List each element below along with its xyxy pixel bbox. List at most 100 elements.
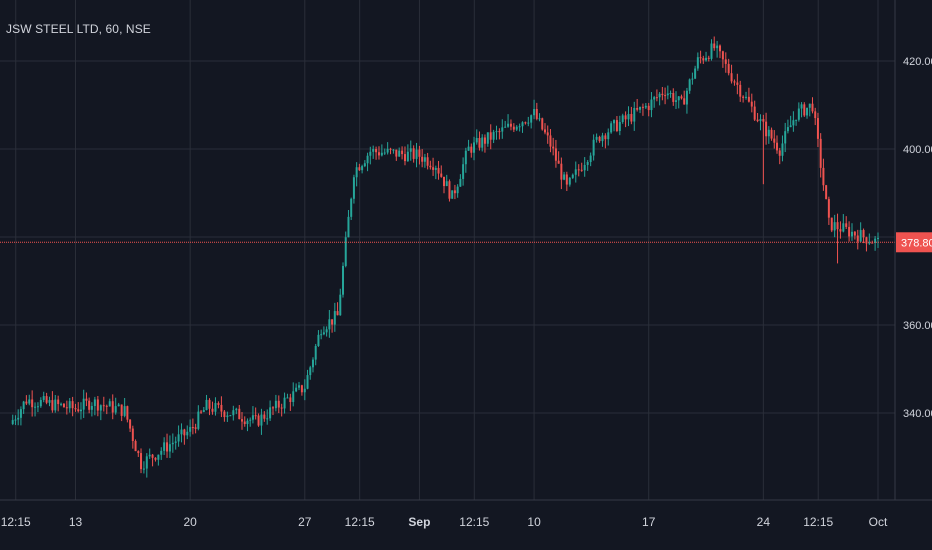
candle-body [865, 237, 868, 244]
candle-body [515, 126, 518, 130]
candle-body [842, 223, 845, 232]
candle-body [459, 178, 462, 187]
candle-body [702, 58, 705, 61]
candle-body [111, 401, 114, 413]
candle-body [727, 63, 730, 74]
candle-body [554, 148, 557, 161]
candle-body [586, 161, 589, 165]
candle-body [467, 146, 470, 151]
candle-body [683, 98, 686, 105]
candle-body [65, 407, 68, 409]
candle-body [808, 103, 811, 108]
candle-body [795, 119, 798, 121]
candle-body [781, 143, 784, 156]
candle-body [580, 169, 583, 171]
candle-body [211, 408, 214, 412]
x-tick-label: 17 [642, 515, 656, 529]
candle-body [495, 131, 498, 133]
candle-body [232, 410, 235, 416]
candle-body [527, 122, 530, 124]
candle-body [22, 401, 25, 410]
candle-body [205, 399, 208, 411]
candle-body [778, 150, 781, 156]
candle-body [613, 120, 616, 124]
candle-body [845, 223, 848, 227]
x-tick-label: 27 [298, 515, 312, 529]
candle-body [822, 167, 825, 186]
candle-body [644, 105, 647, 108]
candle-body [803, 104, 806, 116]
candle-body [238, 408, 241, 420]
candle-body [661, 93, 664, 96]
candle-body [707, 57, 710, 59]
chart-title: JSW STEEL LTD, 60, NSE [6, 22, 151, 36]
candle-body [721, 51, 724, 60]
candle-body [137, 451, 140, 454]
candle-body [157, 454, 160, 460]
candle-body [615, 120, 618, 132]
candle-body [226, 415, 229, 418]
candle-body [859, 230, 862, 242]
candle-body [871, 242, 874, 244]
candle-body [473, 142, 476, 153]
candle-body [177, 434, 180, 442]
candle-body [85, 398, 88, 401]
candle-body [235, 408, 238, 411]
candle-body [269, 407, 272, 419]
candle-body [481, 137, 484, 148]
candle-body [426, 157, 429, 166]
candle-body [677, 96, 680, 101]
candle-body [724, 59, 727, 64]
candle-body [464, 150, 467, 165]
candle-body [462, 164, 465, 179]
candle-body [747, 96, 750, 102]
candle-body [295, 387, 298, 392]
candle-body [839, 229, 842, 232]
y-tick-label: 360.00 [903, 320, 932, 332]
candle-body [443, 176, 445, 187]
candle-body [535, 109, 538, 119]
candle-body [836, 222, 839, 230]
candle-body [583, 164, 586, 171]
x-tick-label: 24 [757, 515, 771, 529]
candle-body [509, 123, 512, 127]
candle-body [314, 346, 317, 360]
candle-body [666, 93, 669, 96]
candle-body [186, 431, 189, 436]
candle-body [331, 319, 334, 325]
candle-body [456, 186, 459, 194]
candle-body [552, 146, 555, 149]
candle-body [814, 111, 817, 119]
candle-body [220, 404, 223, 412]
candle-body [816, 118, 819, 139]
candle-body [257, 415, 260, 426]
candle-body [653, 97, 656, 100]
candle-body [39, 399, 42, 407]
candle-body [762, 119, 765, 122]
candle-body [685, 90, 688, 105]
y-tick-label: 340.00 [903, 408, 932, 420]
candle-body [406, 151, 409, 162]
candle-body [289, 397, 292, 403]
candle-body [448, 181, 451, 199]
candle-body [604, 135, 607, 140]
candle-body [543, 129, 546, 133]
candle-body [432, 167, 435, 170]
candle-body [339, 294, 342, 316]
candle-body [736, 82, 739, 85]
candle-body [786, 127, 789, 132]
candle-body [223, 411, 226, 418]
candle-body [34, 406, 37, 408]
candle-body [292, 391, 295, 403]
candle-body [789, 125, 792, 128]
candle-body [655, 97, 658, 99]
candle-body [96, 399, 99, 411]
candle-body [108, 401, 111, 407]
candle-body [601, 135, 604, 142]
candle-body [862, 230, 865, 238]
candle-body [716, 45, 719, 49]
candle-body [123, 406, 126, 416]
candle-body [163, 442, 166, 451]
